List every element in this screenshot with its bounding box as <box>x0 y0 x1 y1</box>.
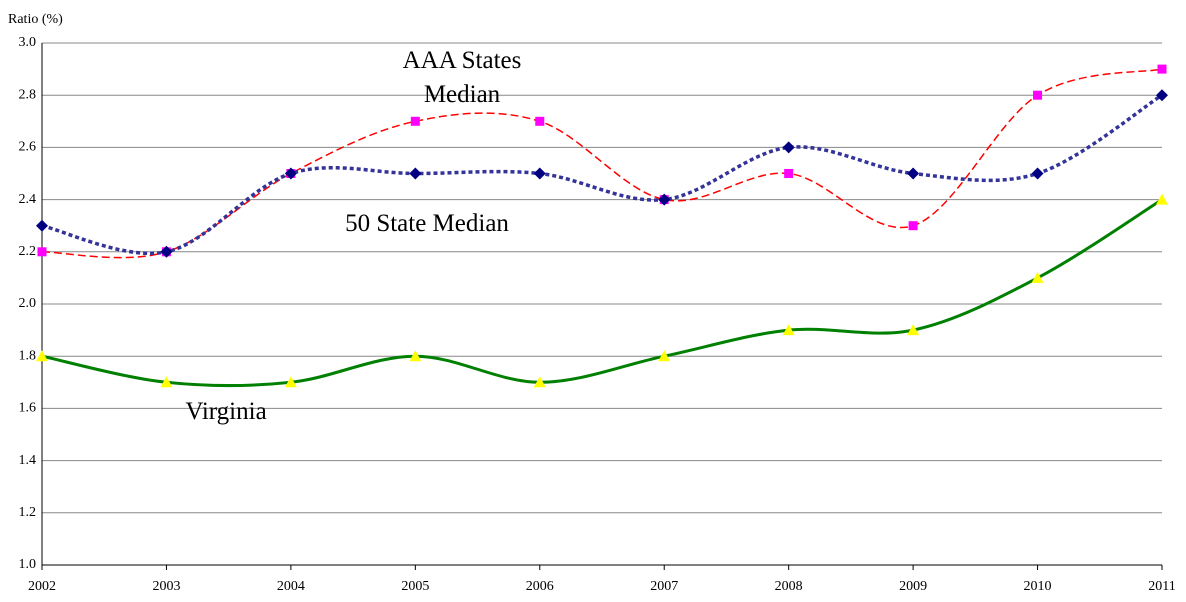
y-tick-label: 1.2 <box>19 505 37 520</box>
y-tick-label: 2.8 <box>19 87 37 102</box>
marker <box>784 169 794 178</box>
y-axis-label: Ratio (%) <box>8 12 63 27</box>
x-tick-label: 2002 <box>28 579 56 594</box>
marker <box>533 376 546 388</box>
x-tick-label: 2005 <box>401 579 429 594</box>
marker <box>1156 193 1168 205</box>
series-line <box>41 68 1163 259</box>
x-tick-label: 2011 <box>1148 579 1175 594</box>
marker <box>1033 90 1043 100</box>
x-tick-label: 2007 <box>650 579 678 594</box>
marker <box>782 141 795 154</box>
marker <box>658 193 671 206</box>
y-tick-label: 2.0 <box>19 296 37 311</box>
marker <box>1031 167 1044 180</box>
x-tick-label: 2003 <box>152 579 180 594</box>
marker <box>160 245 173 258</box>
marker <box>284 376 297 388</box>
marker <box>37 247 47 257</box>
marker <box>1156 89 1168 102</box>
marker <box>409 167 422 180</box>
series-label: 50 State Median <box>345 210 509 237</box>
marker <box>1157 64 1167 74</box>
marker <box>36 350 48 362</box>
series-label: AAA States Median <box>402 47 522 108</box>
marker <box>533 167 546 180</box>
y-tick-label: 2.2 <box>19 244 37 259</box>
marker <box>410 116 420 126</box>
marker <box>658 350 671 362</box>
series-label: Virginia <box>185 398 267 425</box>
marker <box>1031 271 1044 283</box>
series-line <box>41 198 1163 388</box>
marker <box>535 116 545 126</box>
marker <box>907 167 920 180</box>
x-tick-label: 2009 <box>899 579 927 594</box>
x-tick-label: 2004 <box>277 579 305 594</box>
marker <box>907 324 920 336</box>
marker <box>284 167 297 180</box>
y-tick-label: 2.4 <box>19 192 37 207</box>
y-tick-label: 2.6 <box>19 140 37 155</box>
y-tick-label: 1.6 <box>19 401 37 416</box>
y-tick-label: 3.0 <box>19 35 37 50</box>
marker <box>36 219 48 232</box>
y-tick-label: 1.8 <box>19 348 37 363</box>
series-line <box>41 93 1163 255</box>
marker <box>409 350 422 362</box>
marker <box>160 376 173 388</box>
x-tick-label: 2008 <box>775 579 803 594</box>
marker <box>782 324 795 336</box>
y-tick-label: 1.0 <box>19 557 37 572</box>
marker <box>908 221 918 231</box>
x-tick-label: 2006 <box>526 579 554 594</box>
y-tick-label: 1.4 <box>19 453 37 468</box>
x-tick-label: 2010 <box>1024 579 1052 594</box>
